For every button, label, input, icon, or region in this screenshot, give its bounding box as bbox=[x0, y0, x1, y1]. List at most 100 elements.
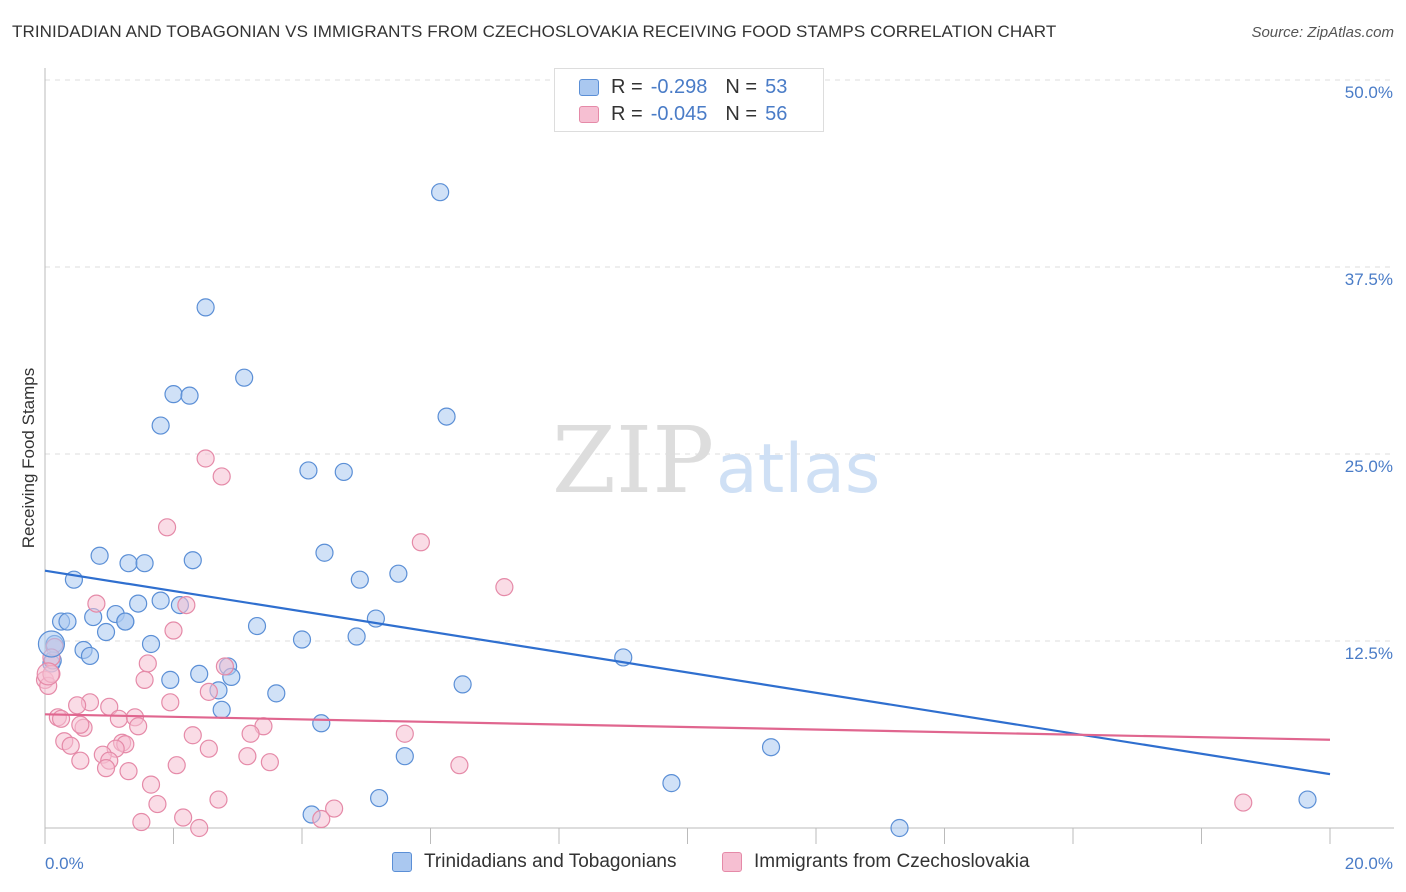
point-czechoslovakia bbox=[138, 654, 157, 673]
point-czechoslovakia bbox=[87, 594, 106, 613]
series-legend-item-trinidadians: Trinidadians and Tobagonians bbox=[392, 851, 676, 873]
point-trinidadians bbox=[235, 368, 254, 387]
series-legend-item-czechoslovakia: Immigrants from Czechoslovakia bbox=[722, 851, 1030, 873]
point-czechoslovakia bbox=[61, 736, 80, 755]
series-label-czechoslovakia: Immigrants from Czechoslovakia bbox=[754, 851, 1030, 872]
point-czechoslovakia bbox=[215, 657, 234, 676]
point-trinidadians bbox=[453, 675, 472, 694]
legend-swatch-series1 bbox=[579, 78, 599, 96]
point-trinidadians bbox=[151, 591, 170, 610]
series-swatch-czechoslovakia bbox=[722, 852, 742, 872]
point-czechoslovakia bbox=[177, 595, 196, 615]
point-trinidadians bbox=[90, 546, 109, 565]
trend-lines bbox=[44, 569, 1331, 776]
point-czechoslovakia bbox=[96, 759, 116, 778]
point-trinidadians bbox=[292, 630, 312, 649]
point-czechoslovakia bbox=[260, 753, 279, 772]
point-czechoslovakia bbox=[196, 449, 215, 468]
trend-line-czechoslovakia bbox=[44, 713, 1331, 741]
legend-n-value: 53 bbox=[765, 75, 788, 98]
x-tick-label: 0.0% bbox=[45, 854, 84, 873]
chart-title: TRINIDADIAN AND TOBAGONIAN VS IMMIGRANTS… bbox=[12, 22, 1057, 41]
legend-r-value: -0.298 bbox=[650, 75, 708, 98]
legend-n-value: 56 bbox=[765, 102, 788, 125]
point-czechoslovakia bbox=[119, 762, 138, 781]
point-czechoslovakia bbox=[129, 717, 148, 736]
point-czechoslovakia bbox=[411, 533, 430, 552]
point-trinidadians bbox=[312, 714, 331, 733]
point-trinidadians bbox=[151, 416, 170, 435]
legend-n-label: N = bbox=[725, 75, 758, 98]
point-czechoslovakia bbox=[71, 715, 90, 734]
trend-line-trinidadians bbox=[44, 569, 1331, 776]
point-czechoslovakia bbox=[495, 578, 514, 597]
point-trinidadians bbox=[161, 670, 180, 689]
point-czechoslovakia bbox=[450, 756, 469, 775]
point-czechoslovakia bbox=[161, 693, 180, 712]
point-czechoslovakia bbox=[1234, 793, 1253, 812]
y-tick-label: 25.0% bbox=[1345, 457, 1393, 476]
legend-r-label: R = bbox=[611, 75, 643, 98]
point-trinidadians bbox=[212, 700, 231, 719]
legend-n-label: N = bbox=[725, 102, 758, 125]
point-czechoslovakia bbox=[167, 756, 186, 775]
point-czechoslovakia bbox=[199, 682, 218, 701]
axes bbox=[44, 68, 1394, 844]
point-trinidadians bbox=[389, 564, 408, 583]
y-axis-label: Receiving Food Stamps bbox=[19, 368, 38, 548]
point-czechoslovakia bbox=[68, 696, 87, 715]
y-tick-label: 12.5% bbox=[1345, 644, 1393, 663]
point-czechoslovakia bbox=[209, 790, 228, 809]
legend-swatch-series2 bbox=[579, 105, 599, 123]
point-trinidadians bbox=[350, 570, 369, 589]
series-swatch-trinidadians bbox=[392, 852, 412, 872]
point-trinidadians bbox=[890, 818, 909, 838]
point-czechoslovakia bbox=[395, 724, 414, 743]
point-trinidadians bbox=[370, 788, 389, 808]
point-czechoslovakia bbox=[238, 747, 257, 766]
point-trinidadians bbox=[761, 738, 781, 757]
point-trinidadians bbox=[183, 551, 202, 570]
point-trinidadians bbox=[1298, 790, 1317, 809]
point-czechoslovakia bbox=[183, 726, 202, 745]
point-trinidadians bbox=[267, 684, 286, 703]
point-trinidadians bbox=[116, 612, 135, 631]
source-credit: Source: ZipAtlas.com bbox=[1251, 24, 1394, 41]
point-trinidadians bbox=[315, 543, 334, 562]
point-trinidadians bbox=[96, 622, 116, 642]
legend-r-label: R = bbox=[611, 102, 643, 125]
watermark: ZIP atlas bbox=[552, 407, 880, 514]
point-trinidadians bbox=[119, 554, 138, 573]
point-trinidadians bbox=[141, 634, 161, 654]
point-trinidadians bbox=[431, 183, 450, 202]
point-czechoslovakia bbox=[157, 518, 177, 537]
point-czechoslovakia bbox=[51, 709, 71, 728]
tick-labels: 12.5% 25.0% 37.5% 50.0% 0.0% 20.0% bbox=[45, 83, 1393, 873]
point-czechoslovakia bbox=[190, 818, 209, 838]
point-czechoslovakia bbox=[135, 670, 154, 689]
point-czechoslovakia bbox=[109, 709, 128, 728]
point-czechoslovakia bbox=[199, 739, 218, 758]
point-trinidadians bbox=[347, 627, 366, 646]
y-tick-label: 37.5% bbox=[1345, 270, 1393, 289]
point-trinidadians bbox=[129, 594, 148, 613]
legend-r-value: -0.045 bbox=[650, 102, 708, 125]
point-trinidadians bbox=[180, 386, 199, 405]
watermark-zip: ZIP bbox=[552, 407, 714, 514]
point-trinidadians bbox=[334, 462, 353, 482]
legend-row-series2: R = -0.045 N = 56 bbox=[579, 102, 805, 126]
point-czechoslovakia bbox=[132, 812, 151, 832]
point-trinidadians bbox=[190, 664, 209, 684]
point-trinidadians bbox=[662, 774, 681, 793]
y-tick-label: 50.0% bbox=[1345, 83, 1393, 102]
point-czechoslovakia bbox=[212, 467, 231, 486]
series-label-trinidadians: Trinidadians and Tobagonians bbox=[424, 851, 677, 872]
point-czechoslovakia bbox=[174, 808, 193, 827]
point-czechoslovakia-large bbox=[36, 662, 60, 686]
point-czechoslovakia bbox=[241, 724, 260, 743]
point-trinidadians bbox=[80, 646, 100, 666]
point-trinidadians bbox=[247, 616, 267, 636]
point-trinidadians bbox=[135, 554, 154, 573]
point-trinidadians bbox=[164, 385, 183, 404]
point-czechoslovakia bbox=[325, 799, 344, 818]
